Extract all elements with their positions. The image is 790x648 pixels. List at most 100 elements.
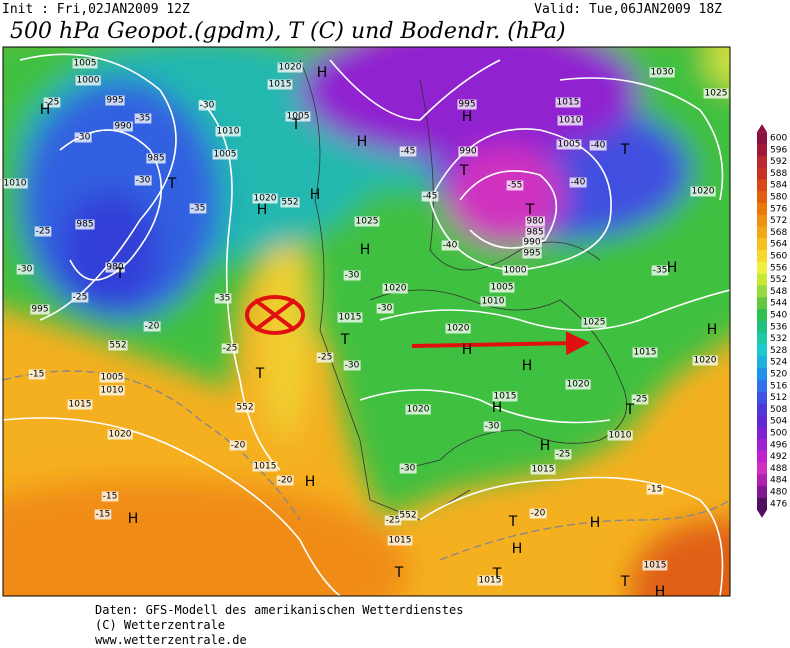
contour-label: -15 bbox=[30, 370, 45, 380]
colorbar-label: 520 bbox=[770, 370, 787, 380]
pressure-center: T bbox=[508, 514, 518, 530]
label-bg bbox=[632, 347, 658, 358]
label-bg bbox=[703, 88, 729, 99]
contour-label: -30 bbox=[378, 304, 393, 314]
label-bg bbox=[354, 216, 380, 227]
label-bg bbox=[16, 264, 34, 275]
label-bg bbox=[457, 99, 477, 110]
contour-label: 1025 bbox=[356, 217, 379, 227]
label-bg bbox=[28, 369, 46, 380]
colorbar-cell bbox=[757, 356, 767, 369]
contour-label: -15 bbox=[96, 510, 111, 520]
label-bg bbox=[690, 186, 716, 197]
pressure-center: H bbox=[40, 102, 51, 118]
label-bg bbox=[34, 226, 52, 237]
label-bg bbox=[215, 126, 241, 137]
pressure-center: H bbox=[522, 358, 533, 374]
colorbar-label: 600 bbox=[770, 134, 787, 144]
colorbar-label: 552 bbox=[770, 275, 787, 285]
colorbar-cell bbox=[757, 427, 767, 440]
label-bg bbox=[343, 270, 361, 281]
label-bg bbox=[235, 402, 255, 413]
label-bg bbox=[3, 178, 28, 189]
init-time: Init : Fri,02JAN2009 12Z bbox=[2, 2, 190, 17]
label-bg bbox=[72, 58, 98, 69]
contour-label: -40 bbox=[591, 141, 606, 151]
colorbar-cell bbox=[757, 474, 767, 487]
pressure-center: T bbox=[620, 142, 630, 158]
contour-label: 1005 bbox=[74, 59, 97, 69]
label-bg bbox=[343, 360, 361, 371]
contour-label: 985 bbox=[526, 228, 543, 238]
label-bg bbox=[441, 240, 459, 251]
map-area: 1005100099599098598598010109951005101010… bbox=[3, 47, 730, 596]
contour-label: -45 bbox=[401, 147, 416, 157]
contour-label: 1015 bbox=[634, 348, 657, 358]
label-bg bbox=[445, 323, 471, 334]
contour-label: 1015 bbox=[557, 98, 580, 108]
contour-label: 1005 bbox=[214, 150, 237, 160]
contour-label: 1030 bbox=[651, 68, 674, 78]
label-bg bbox=[252, 193, 278, 204]
colorbar-label: 532 bbox=[770, 334, 787, 344]
contour-label: 1015 bbox=[494, 392, 517, 402]
label-bg bbox=[337, 312, 363, 323]
label-bg bbox=[554, 449, 572, 460]
label-bg bbox=[276, 475, 294, 486]
isobars bbox=[3, 53, 730, 596]
label-bg bbox=[134, 175, 152, 186]
colorbar-label: 564 bbox=[770, 240, 787, 250]
contour-label: 990 bbox=[523, 238, 540, 248]
contour-label: 1020 bbox=[254, 194, 277, 204]
pressure-center: T bbox=[291, 117, 301, 133]
contour-label: -20 bbox=[231, 441, 246, 451]
pressure-center: T bbox=[625, 402, 635, 418]
label-bg bbox=[642, 560, 668, 571]
contour-label: 1010 bbox=[4, 179, 27, 189]
colorbar-label: 508 bbox=[770, 405, 787, 415]
contour-label: 1005 bbox=[101, 373, 124, 383]
colorbar-label: 576 bbox=[770, 204, 787, 214]
label-bg bbox=[189, 203, 207, 214]
label-bg bbox=[221, 343, 239, 354]
contour-label: -30 bbox=[136, 176, 151, 186]
colorbar-cell bbox=[757, 132, 767, 145]
colorbar-label: 584 bbox=[770, 181, 787, 191]
coastlines bbox=[299, 59, 628, 521]
contour-label: -35 bbox=[653, 266, 668, 276]
contour-label: 1020 bbox=[407, 405, 430, 415]
colorbar-cell bbox=[757, 391, 767, 404]
colorbar-label: 580 bbox=[770, 193, 787, 203]
contour-label: -40 bbox=[571, 178, 586, 188]
contour-label: -30 bbox=[200, 101, 215, 111]
contour-label: 1010 bbox=[609, 431, 632, 441]
contour-label: -25 bbox=[633, 395, 648, 405]
contour-label: -35 bbox=[136, 114, 151, 124]
footer-line: www.wetterzentrale.de bbox=[95, 633, 247, 647]
label-bg bbox=[214, 293, 232, 304]
pressure-center: T bbox=[620, 574, 630, 590]
contour-label: -25 bbox=[386, 516, 401, 526]
label-bg bbox=[280, 197, 300, 208]
label-bg bbox=[525, 216, 545, 227]
pressure-center: H bbox=[357, 134, 368, 150]
colorbar-label: 500 bbox=[770, 429, 787, 439]
contour-label: -20 bbox=[531, 509, 546, 519]
colorbar-cell bbox=[757, 202, 767, 216]
colorbar-cell bbox=[757, 143, 767, 157]
colorbar-cell bbox=[757, 238, 767, 251]
colorbar-cell bbox=[757, 167, 767, 180]
contour-label: -25 bbox=[318, 353, 333, 363]
colorbar-cell bbox=[757, 261, 767, 275]
colorbar-cell bbox=[757, 379, 767, 393]
colorbar-label: 544 bbox=[770, 299, 787, 309]
contour-label: 1010 bbox=[482, 297, 505, 307]
label-bg bbox=[198, 100, 216, 111]
contour-label: 552 bbox=[236, 403, 253, 413]
contour-label: -20 bbox=[278, 476, 293, 486]
label-bg bbox=[212, 149, 238, 160]
contour-label: 995 bbox=[106, 96, 123, 106]
label-bg bbox=[316, 352, 334, 363]
label-bg bbox=[569, 177, 587, 188]
